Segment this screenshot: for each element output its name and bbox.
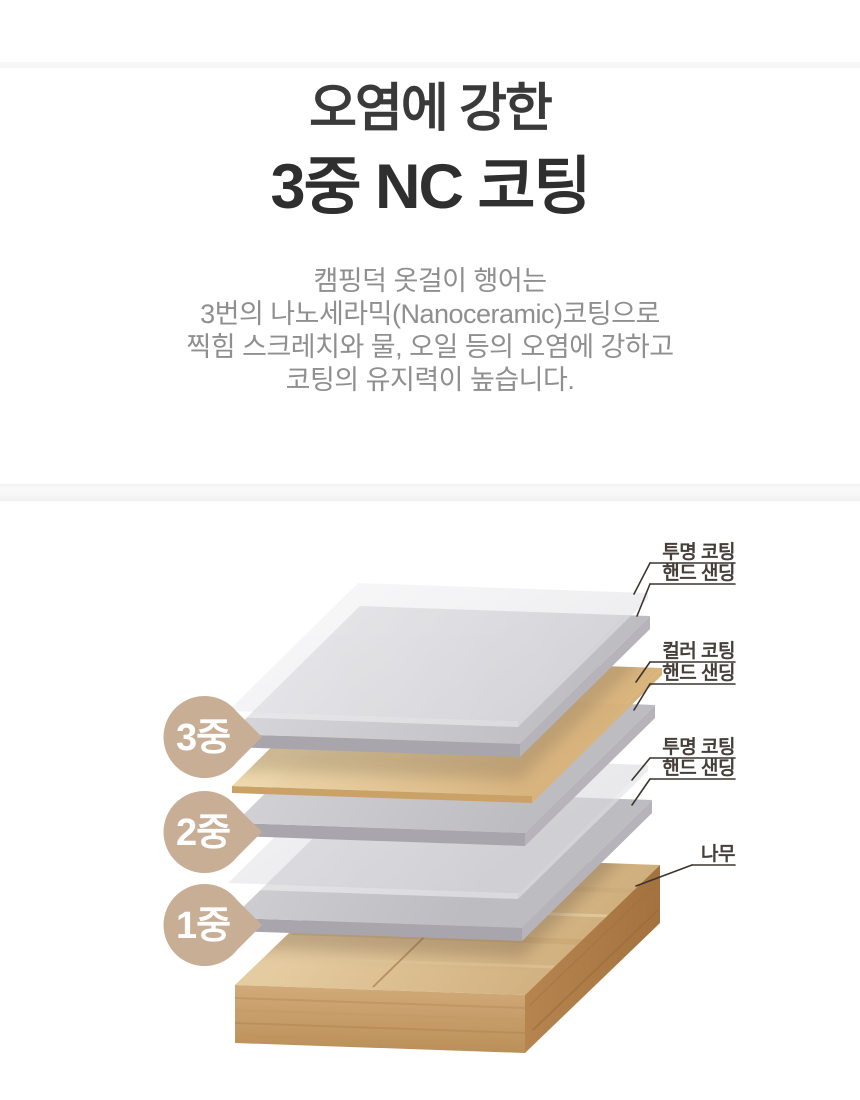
layer-label-hand-sanding-bottom: 핸드 샌딩	[662, 757, 735, 779]
layer-label-wood: 나무	[701, 843, 735, 865]
leader-line	[631, 778, 651, 806]
layer-label-clear-coat-bottom: 투명 코팅	[662, 736, 735, 758]
slab-right-edge	[525, 705, 655, 846]
grain-line	[528, 887, 653, 1007]
sheet-left-edge	[232, 786, 532, 803]
leader-line	[636, 583, 651, 617]
description-line: 코팅의 유지력이 높습니다.	[285, 365, 575, 395]
description-paragraph: 캠핑덕 옷걸이 행어는 3번의 나노세라믹(Nanoceramic)코팅으로 찍…	[0, 265, 860, 397]
wood-front-face	[235, 985, 525, 1053]
leader-line	[635, 864, 693, 887]
grain-line	[265, 955, 557, 969]
grain-line	[234, 1008, 526, 1022]
sheet-right-edge	[518, 593, 648, 727]
sheet-top-face	[228, 583, 648, 721]
badge-teardrop-shape	[163, 883, 262, 966]
grain-line	[234, 997, 526, 1009]
grain-line	[234, 1033, 526, 1047]
callout-lines	[631, 562, 736, 887]
grain-line	[532, 909, 659, 1031]
badge-label: 3중	[176, 717, 230, 759]
section-title-line2: 3중 NC 코팅	[270, 152, 592, 222]
sheet-right-edge	[532, 668, 662, 803]
sheet-right-edge	[518, 765, 648, 899]
callout-labels: 투명 코팅 핸드 샌딩 컬러 코팅 핸드 샌딩 투명 코팅 핸드 샌딩 나무	[662, 541, 735, 865]
section-divider-middle	[0, 484, 860, 501]
slab-left-edge	[232, 918, 522, 941]
grain-line	[234, 1022, 526, 1034]
badge-label: 1중	[176, 905, 230, 947]
badge-teardrop-shape	[163, 791, 262, 873]
badge-label: 2중	[176, 812, 230, 854]
wood-grain-side	[528, 887, 659, 1031]
layer-label-hand-sanding-top: 핸드 샌딩	[662, 562, 735, 584]
badge-layer-3: 3중	[163, 695, 262, 778]
leader-line	[631, 757, 651, 781]
leader-line	[633, 562, 651, 595]
sheet-left-edge	[228, 711, 518, 727]
layer-label-color-coat: 컬러 코팅	[662, 640, 735, 662]
section-title-line1: 오염에 강한	[309, 80, 553, 138]
layer-label-hand-sanding-mid: 핸드 샌딩	[662, 662, 735, 684]
layer-clear-coat-1	[228, 583, 648, 727]
wood-grain-front	[234, 997, 526, 1047]
leader-line	[635, 661, 651, 683]
slab-left-edge	[235, 823, 525, 846]
slab-left-edge	[230, 734, 520, 757]
description-line: 캠핑덕 옷걸이 행어는	[313, 266, 547, 296]
layer-label-clear-coat-top: 투명 코팅	[662, 541, 735, 563]
badge-layer-2: 2중	[163, 791, 262, 873]
description-line: 3번의 나노세라믹(Nanoceramic)코팅으로	[200, 299, 660, 329]
leader-line	[633, 683, 651, 711]
description-line: 찍힘 스크레치와 물, 오일 등의 오염에 강하고	[186, 332, 674, 362]
badge-teardrop-shape	[163, 695, 262, 778]
sheet-left-edge	[228, 883, 518, 899]
slab-right-edge	[522, 800, 652, 941]
slab-right-edge	[520, 616, 650, 757]
badge-layer-1: 1중	[163, 883, 262, 966]
section-divider-top	[0, 62, 860, 68]
